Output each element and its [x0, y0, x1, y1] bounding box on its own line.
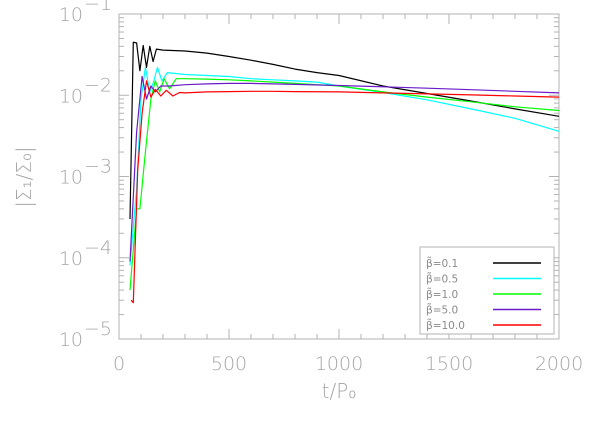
y-tick-label: 10: [59, 85, 83, 107]
legend-label: β̃=1.0: [426, 287, 458, 301]
y-tick-label: 10: [59, 329, 83, 351]
y-tick-base: 10: [59, 167, 83, 189]
y-tick-exponent: −5: [84, 318, 112, 340]
minor-ticks: [119, 14, 559, 339]
x-axis-label: t/P₀: [322, 379, 357, 403]
x-tick-label: 1000: [315, 353, 363, 375]
y-tick-exponent: −4: [84, 237, 112, 259]
series-lines: [129, 41, 560, 304]
series-line: [129, 75, 560, 262]
y-tick-exponent: −2: [84, 74, 112, 96]
legend-label: β̃=10.0: [426, 318, 465, 332]
x-tick-label: 2000: [535, 353, 583, 375]
y-tick-base: 10: [59, 4, 83, 26]
series-line: [130, 80, 560, 304]
y-tick-label: 10: [59, 248, 83, 270]
y-axis-ticks: 10−510−410−310−210−1: [59, 0, 559, 351]
x-axis-ticks: 0 500 1000 1500 2000: [113, 14, 583, 375]
legend: β̃=0.1 β̃=0.5β̃=1.0 β̃=5.0β̃=10.0: [419, 246, 555, 335]
y-tick-exponent: −3: [84, 156, 112, 178]
x-tick-label: 1500: [425, 353, 473, 375]
y-tick-exponent: −1: [84, 0, 112, 15]
legend-label: β̃=5.0: [426, 303, 458, 317]
y-tick-base: 10: [59, 85, 83, 107]
legend-label: β̃=0.1: [426, 256, 458, 270]
legend-label: β̃=0.5: [426, 272, 458, 286]
x-tick-label: 0: [113, 353, 125, 375]
legend-box: [419, 246, 555, 335]
y-tick-base: 10: [59, 248, 83, 270]
x-tick-label: 500: [211, 353, 247, 375]
series-line: [129, 41, 560, 220]
y-axis-label: |Σ₁/Σ₀|: [12, 146, 36, 208]
series-line: [129, 66, 560, 266]
legend-entries: β̃=0.1 β̃=0.5β̃=1.0 β̃=5.0β̃=10.0: [426, 256, 541, 332]
y-tick-label: 10: [59, 4, 83, 26]
y-tick-label: 10: [59, 167, 83, 189]
y-tick-base: 10: [59, 329, 83, 351]
